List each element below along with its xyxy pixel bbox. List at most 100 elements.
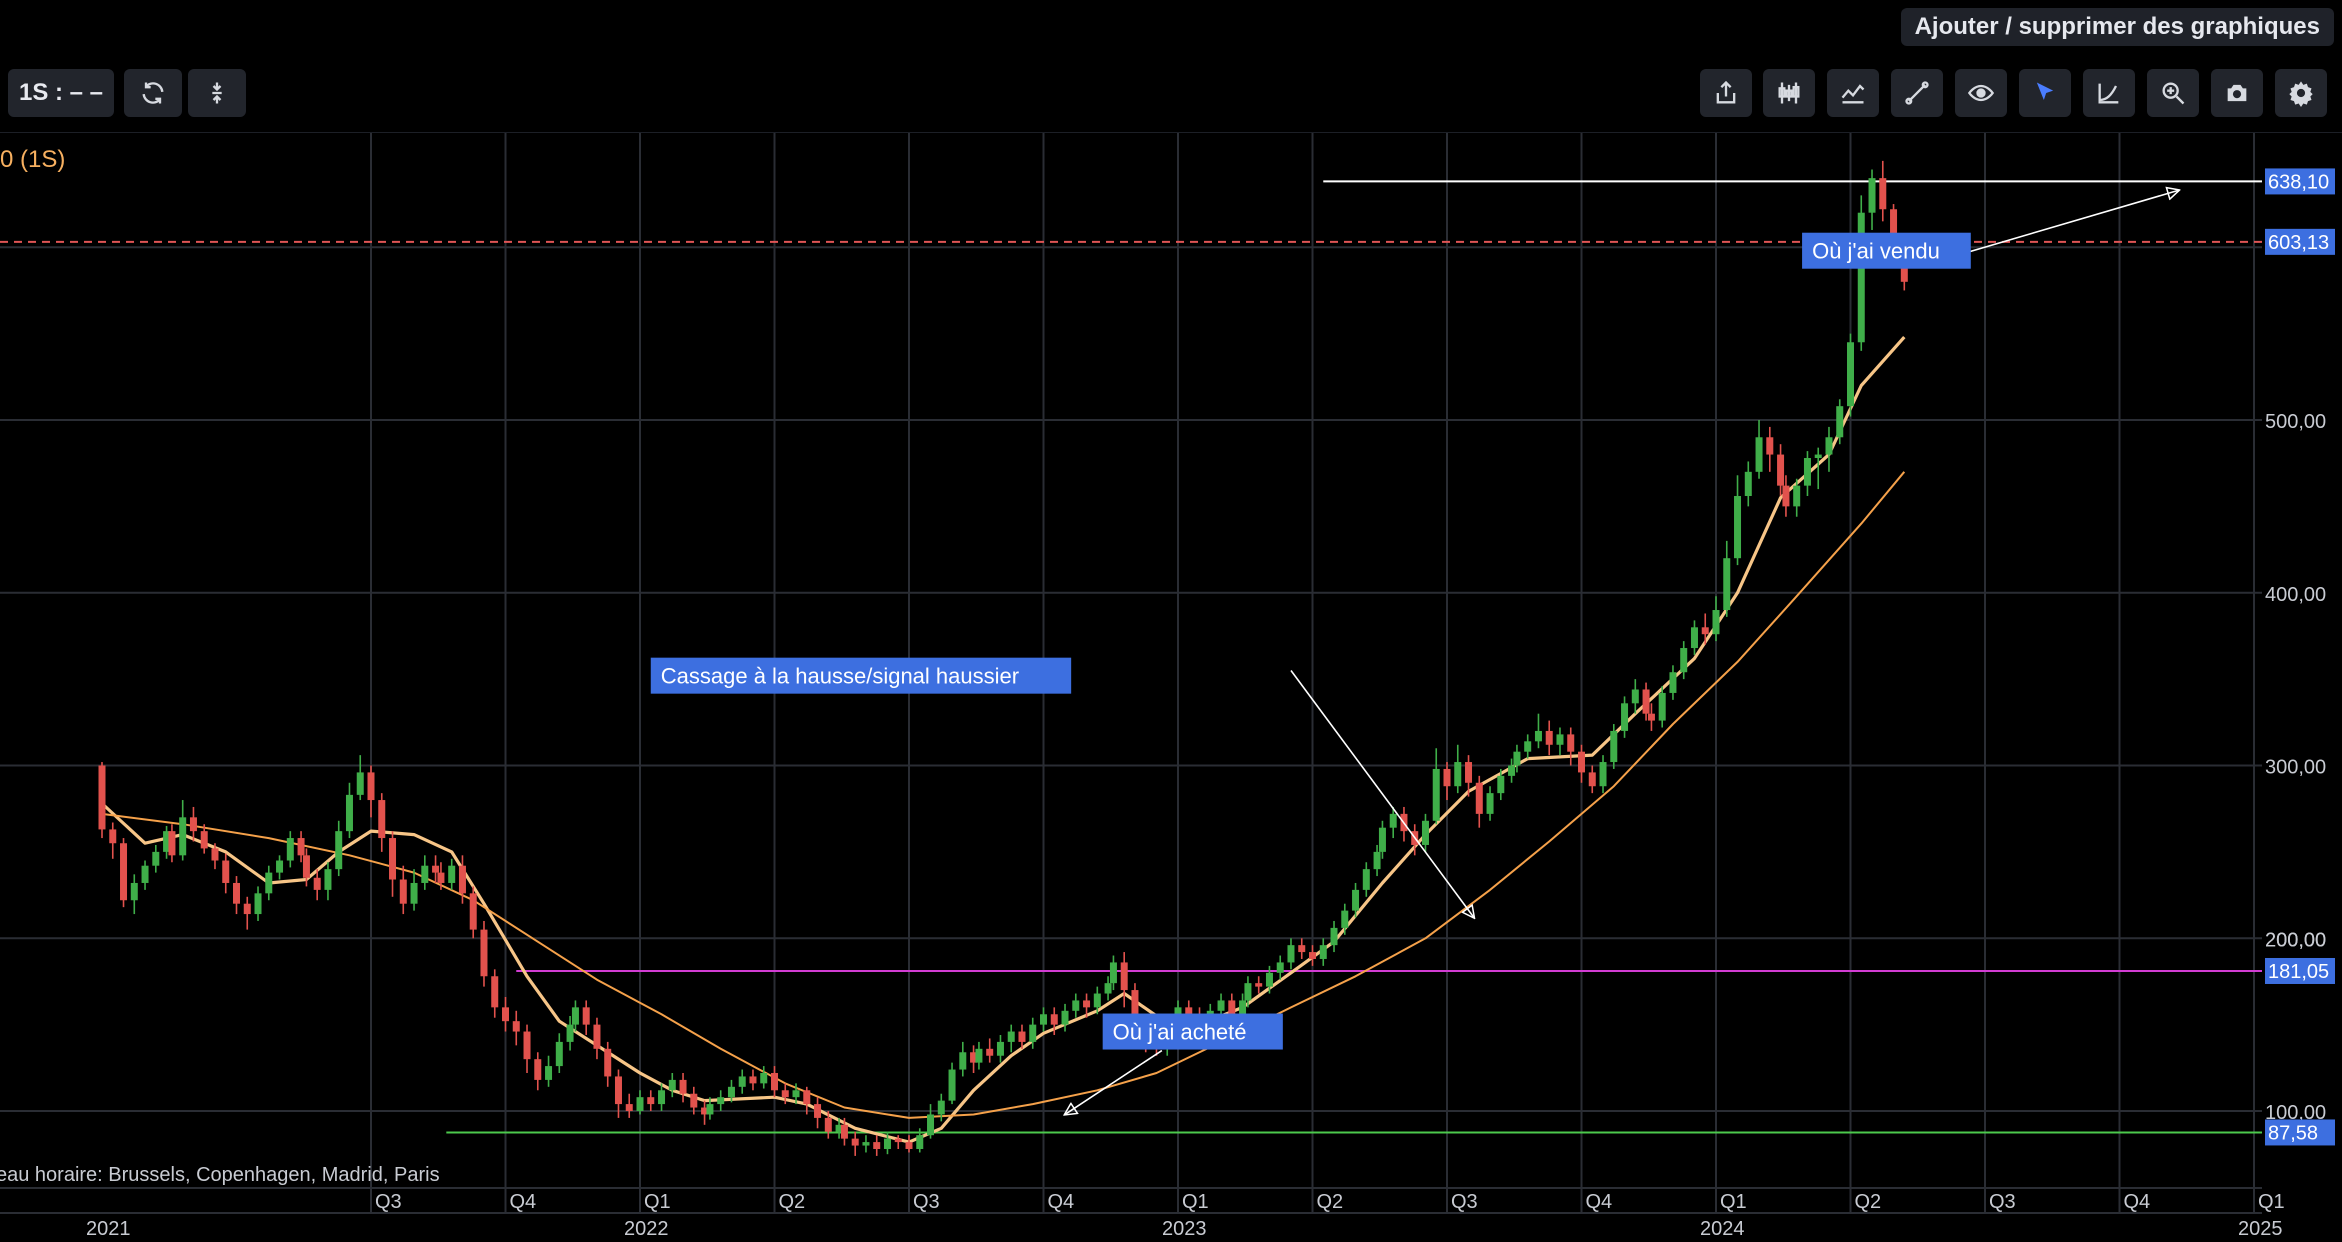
candle: [1642, 682, 1650, 721]
y-tick-label: 500,00: [2265, 411, 2326, 433]
y-tick-label: 200,00: [2265, 929, 2326, 951]
candle: [668, 1072, 676, 1098]
price-chart[interactable]: Où j'ai vendu Cassage à la hausse/signal …: [0, 133, 2342, 1242]
candle: [690, 1086, 698, 1115]
quarter-tick-label: Q3: [375, 1191, 402, 1213]
candle: [356, 755, 364, 801]
moving-average-short: [100, 336, 1906, 1144]
candle: [1669, 665, 1677, 700]
y-tick-label: 300,00: [2265, 757, 2326, 779]
candle: [1309, 945, 1316, 966]
annotation-text: Où j'ai vendu: [1812, 239, 1940, 264]
quarter-tick-label: Q3: [913, 1191, 940, 1213]
candle: [458, 855, 466, 904]
compress-vertical-icon[interactable]: [188, 69, 246, 117]
zoom-icon[interactable]: [2147, 69, 2199, 117]
candle: [1040, 1007, 1047, 1032]
year-tick-label: 2025: [2238, 1218, 2283, 1240]
candle: [1545, 720, 1553, 756]
candle: [1836, 399, 1844, 445]
candle: [1658, 686, 1666, 728]
candle: [803, 1086, 811, 1115]
price-level-label: 638,10: [2268, 171, 2329, 193]
candle: [927, 1104, 935, 1139]
candle: [211, 843, 219, 870]
candle: [437, 862, 445, 890]
price-axis-bg: [2265, 133, 2342, 1242]
candles-icon[interactable]: [1763, 69, 1815, 117]
indicator-icon[interactable]: [1827, 69, 1879, 117]
quarter-tick-label: Q2: [1317, 1191, 1344, 1213]
year-tick-label: 2022: [624, 1218, 669, 1240]
year-tick-label: 2023: [1162, 1218, 1207, 1240]
candle: [1378, 820, 1386, 859]
candle: [1432, 748, 1440, 825]
candle: [706, 1097, 714, 1120]
candle: [523, 1024, 531, 1073]
candle: [1362, 862, 1370, 897]
candle: [1265, 965, 1273, 994]
refresh-icon[interactable]: [124, 69, 182, 117]
quarter-tick-label: Q4: [1048, 1191, 1075, 1213]
candle: [647, 1090, 655, 1111]
quarter-tick-label: Q2: [1855, 1191, 1882, 1213]
draw-line-icon[interactable]: [1891, 69, 1943, 117]
candle: [1389, 806, 1397, 839]
share-icon[interactable]: [1700, 69, 1752, 117]
candle: [1018, 1024, 1026, 1049]
annotation: Où j'ai vendu: [1802, 190, 2179, 269]
candle: [582, 1000, 590, 1035]
interval-button[interactable]: 1S : – –: [8, 69, 114, 117]
candle: [679, 1072, 687, 1103]
quarter-tick-label: Q1: [644, 1191, 671, 1213]
eye-icon[interactable]: [1955, 69, 2007, 117]
candle: [1723, 540, 1731, 617]
candle: [512, 1010, 520, 1046]
time-axis-bg: [0, 1188, 2262, 1242]
y-tick-label: 100,00: [2265, 1102, 2326, 1124]
candle: [378, 793, 386, 852]
price-level-tag: [2265, 1119, 2335, 1146]
cursor-icon[interactable]: [2019, 69, 2071, 117]
candle: [265, 865, 273, 901]
candle: [276, 855, 284, 880]
candle: [120, 838, 128, 908]
candle: [389, 831, 397, 897]
candle: [1712, 596, 1720, 642]
camera-icon[interactable]: [2211, 69, 2263, 117]
quarter-tick-label: Q4: [2124, 1191, 2151, 1213]
candle: [792, 1083, 800, 1105]
year-tick-label: 2021: [86, 1218, 131, 1240]
annotation: Où j'ai acheté: [1065, 1013, 1283, 1115]
candle: [130, 874, 138, 915]
quarter-tick-label: Q2: [779, 1191, 806, 1213]
quarter-tick-label: Q1: [1720, 1191, 1747, 1213]
chart-area[interactable]: Où j'ai vendu Cassage à la hausse/signal …: [0, 133, 2342, 1242]
candle: [1782, 475, 1790, 517]
add-remove-charts-button[interactable]: Ajouter / supprimer des graphiques: [1900, 8, 2334, 46]
annotation-text: Où j'ai acheté: [1113, 1020, 1247, 1045]
time-axis: Q3Q4Q1Q2Q3Q4Q1Q2Q3Q4Q1Q2Q3Q4Q1Q220212022…: [0, 1187, 2285, 1242]
candle: [1497, 768, 1505, 801]
candle: [98, 762, 106, 839]
annotation-arrow: [1290, 670, 1474, 917]
candle: [1680, 641, 1688, 680]
curve-icon[interactable]: [2083, 69, 2135, 117]
candle: [1352, 882, 1360, 918]
candle: [1567, 727, 1575, 766]
price-level-label: 87,58: [2268, 1122, 2318, 1144]
candle: [571, 1000, 579, 1032]
candle: [883, 1131, 891, 1155]
candle: [1766, 426, 1774, 472]
candle: [1255, 976, 1263, 994]
candle: [701, 1100, 709, 1125]
candle: [1029, 1017, 1037, 1049]
candle: [959, 1041, 967, 1077]
candle: [1610, 724, 1618, 769]
annotation-text: Cassage à la hausse/signal haussier: [661, 664, 1019, 689]
candle: [1443, 762, 1451, 801]
gear-icon[interactable]: [2275, 69, 2327, 117]
candle: [168, 824, 176, 863]
candle: [1621, 696, 1629, 738]
annotation-box: [1802, 232, 1971, 269]
